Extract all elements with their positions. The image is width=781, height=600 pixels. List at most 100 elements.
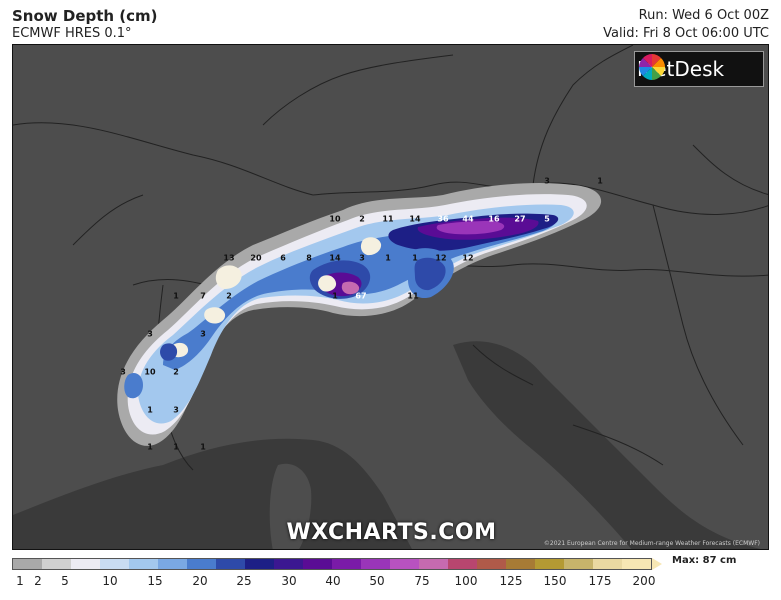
- contour-value-label: 3: [200, 329, 206, 339]
- legend-swatch: [158, 559, 187, 569]
- legend-swatch: [477, 559, 506, 569]
- contour-value-label: 1: [147, 442, 153, 452]
- glacier-white-2: [360, 237, 382, 256]
- model-label: ECMWF HRES 0.1°: [12, 26, 132, 41]
- map-canvas: [13, 45, 768, 549]
- legend-swatch: [245, 559, 274, 569]
- contour-value-label: 14: [329, 253, 341, 263]
- contour-value-label: 27: [514, 214, 526, 224]
- snow-band-violet: [436, 221, 505, 235]
- legend-swatch: [448, 559, 477, 569]
- legend-swatch: [506, 559, 535, 569]
- glacier-white-3: [318, 275, 337, 292]
- contour-value-label: 1: [173, 442, 179, 452]
- run-label: Run: Wed 6 Oct 00Z: [638, 8, 769, 23]
- legend-tick-label: 50: [369, 574, 385, 588]
- legend-swatch: [564, 559, 593, 569]
- legend-tick-label: 150: [543, 574, 567, 588]
- contour-value-label: 8: [306, 253, 312, 263]
- snow-band-indigo-east: [414, 257, 446, 291]
- contour-value-label: 1: [173, 291, 179, 301]
- legend-tick-label: 10: [102, 574, 118, 588]
- legend-color-bar: [12, 558, 652, 570]
- legend-tick-label: 2: [34, 574, 42, 588]
- contour-value-label: 3: [359, 253, 365, 263]
- legend-tick-label: 200: [632, 574, 656, 588]
- metdesk-logo: MetDesk: [634, 51, 764, 87]
- metdesk-logo-icon: [639, 54, 665, 80]
- contour-value-label: 1: [385, 253, 391, 263]
- snow-peak-max: [341, 281, 360, 295]
- contour-value-label: 10: [144, 367, 156, 377]
- contour-value-label: 5: [544, 214, 550, 224]
- contour-value-label: 16: [488, 214, 500, 224]
- legend-swatch: [216, 559, 245, 569]
- legend-swatch: [332, 559, 361, 569]
- contour-value-label: 2: [359, 214, 365, 224]
- contour-value-label: 20: [250, 253, 262, 263]
- ligurian-tyrrhenian-sea: [13, 438, 412, 549]
- contour-value-label: 11: [382, 214, 394, 224]
- contour-value-label: 14: [409, 214, 421, 224]
- corsica-island: [269, 463, 312, 549]
- adriatic-sea: [453, 341, 761, 549]
- legend-swatch: [361, 559, 390, 569]
- snow-patch-blue-south: [124, 373, 143, 399]
- snow-depth-fields: [117, 183, 602, 446]
- legend-swatch: [100, 559, 129, 569]
- contour-value-label: 3: [147, 329, 153, 339]
- legend-arrow: [652, 558, 662, 570]
- wxcharts-watermark: WXCHARTS.COM: [286, 520, 497, 545]
- snow-patch-indigo-south: [160, 343, 178, 361]
- contour-value-label: 1: [332, 291, 338, 301]
- contour-value-label: 1: [200, 442, 206, 452]
- contour-value-label: 10: [329, 214, 341, 224]
- legend-tick-label: 175: [588, 574, 612, 588]
- contour-value-label: 12: [435, 253, 447, 263]
- legend-tick-label: 15: [147, 574, 163, 588]
- legend-swatch: [274, 559, 303, 569]
- contour-value-label: 1: [412, 253, 418, 263]
- chart-title: Snow Depth (cm): [12, 7, 158, 25]
- legend-tick-label: 40: [325, 574, 341, 588]
- legend-tick-label: 1: [16, 574, 24, 588]
- legend-swatch: [390, 559, 419, 569]
- legend-swatch: [593, 559, 622, 569]
- copyright-notice: ©2021 European Centre for Medium-range W…: [543, 540, 760, 547]
- contour-value-label: 67: [355, 291, 367, 301]
- legend-swatch: [419, 559, 448, 569]
- legend-swatch: [622, 559, 651, 569]
- contour-value-label: 13: [223, 253, 235, 263]
- contour-value-label: 36: [437, 214, 449, 224]
- legend-ticks: 1 2 5 10 15 20 25 30 40 50 75 100 125 150 175 200: [0, 574, 781, 590]
- glacier-white-1: [215, 265, 242, 289]
- snow-depth-map: MetDesk WXCHARTS.COM ©2021 European Cent…: [12, 44, 769, 550]
- contour-value-label: 12: [462, 253, 474, 263]
- contour-value-label: 1: [597, 176, 603, 186]
- header: Snow Depth (cm) ECMWF HRES 0.1° Run: Wed…: [0, 0, 781, 44]
- contour-value-label: 6: [280, 253, 286, 263]
- legend-tick-label: 75: [414, 574, 430, 588]
- legend-tick-label: 100: [454, 574, 478, 588]
- legend-tick-label: 20: [192, 574, 208, 588]
- max-value-label: Max: 87 cm: [672, 555, 737, 566]
- contour-value-label: 3: [544, 176, 550, 186]
- legend-swatch: [71, 559, 100, 569]
- valid-label: Valid: Fri 8 Oct 06:00 UTC: [603, 26, 769, 41]
- contour-value-label: 1: [147, 405, 153, 415]
- contour-value-label: 2: [226, 291, 232, 301]
- legend-tick-label: 30: [281, 574, 297, 588]
- legend-swatch: [187, 559, 216, 569]
- legend-swatch: [535, 559, 564, 569]
- legend-tick-label: 25: [236, 574, 252, 588]
- legend-tick-label: 125: [499, 574, 523, 588]
- contour-value-label: 7: [200, 291, 206, 301]
- glacier-white-4: [204, 307, 226, 324]
- contour-value-label: 44: [462, 214, 474, 224]
- legend-swatch: [129, 559, 158, 569]
- legend-swatch: [42, 559, 71, 569]
- legend-tick-label: 5: [61, 574, 69, 588]
- contour-value-label: 2: [173, 367, 179, 377]
- contour-value-label: 3: [173, 405, 179, 415]
- legend-swatch: [303, 559, 332, 569]
